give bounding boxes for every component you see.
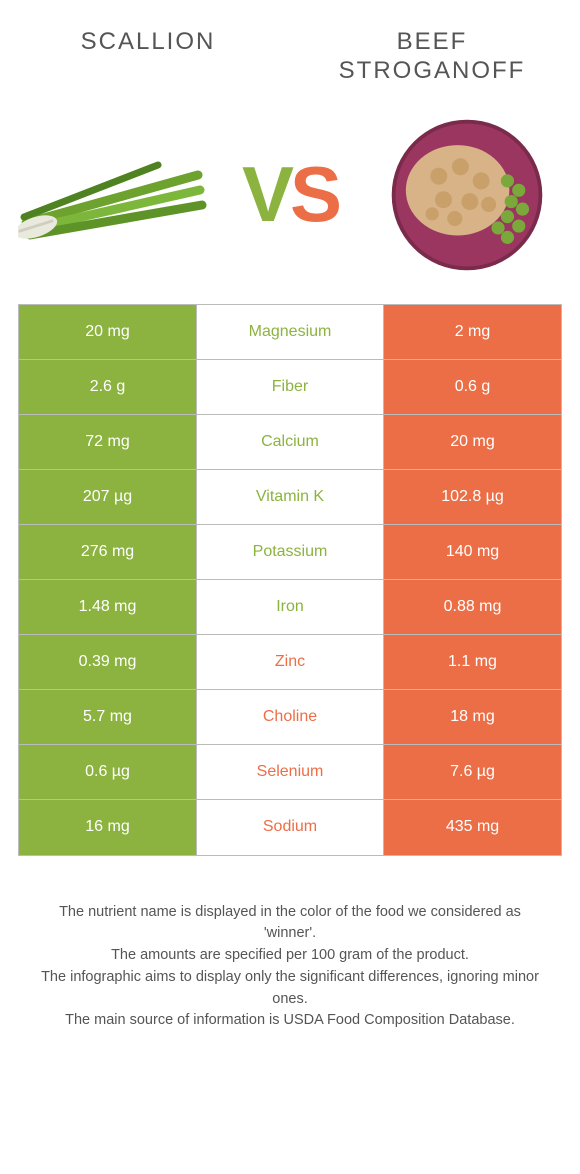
right-food-title: BEEFSTROGANOFF <box>302 28 562 86</box>
nutrient-row: 0.39 mgZinc1.1 mg <box>19 635 561 690</box>
right-value: 0.88 mg <box>383 580 561 634</box>
nutrient-row: 1.48 mgIron0.88 mg <box>19 580 561 635</box>
left-value: 5.7 mg <box>19 690 197 744</box>
right-value: 102.8 µg <box>383 470 561 524</box>
hero-row: VS <box>18 110 562 280</box>
stroganoff-image <box>372 115 562 275</box>
nutrient-name: Vitamin K <box>197 470 383 524</box>
footer-line: The amounts are specified per 100 gram o… <box>38 945 542 967</box>
left-food-title: SCALLION <box>18 28 278 57</box>
vs-v: V <box>242 150 290 238</box>
nutrient-name: Calcium <box>197 415 383 469</box>
nutrient-name: Selenium <box>197 745 383 799</box>
scallion-image <box>18 115 208 275</box>
left-value: 72 mg <box>19 415 197 469</box>
left-value: 0.6 µg <box>19 745 197 799</box>
nutrient-row: 72 mgCalcium20 mg <box>19 415 561 470</box>
footer-line: The infographic aims to display only the… <box>38 967 542 1011</box>
right-value: 7.6 µg <box>383 745 561 799</box>
nutrient-name: Sodium <box>197 800 383 855</box>
footer-line: The main source of information is USDA F… <box>38 1010 542 1032</box>
nutrient-row: 0.6 µgSelenium7.6 µg <box>19 745 561 800</box>
nutrient-name: Zinc <box>197 635 383 689</box>
nutrient-row: 20 mgMagnesium2 mg <box>19 305 561 360</box>
right-value: 140 mg <box>383 525 561 579</box>
right-value: 20 mg <box>383 415 561 469</box>
nutrient-row: 5.7 mgCholine18 mg <box>19 690 561 745</box>
nutrient-row: 207 µgVitamin K102.8 µg <box>19 470 561 525</box>
footer-notes: The nutrient name is displayed in the co… <box>18 902 562 1033</box>
right-value: 18 mg <box>383 690 561 744</box>
vs-s: S <box>290 150 338 238</box>
right-value: 435 mg <box>383 800 561 855</box>
left-value: 20 mg <box>19 305 197 359</box>
left-value: 2.6 g <box>19 360 197 414</box>
comparison-infographic: SCALLION BEEFSTROGANOFF VS <box>0 0 580 1062</box>
right-value: 1.1 mg <box>383 635 561 689</box>
nutrient-table: 20 mgMagnesium2 mg2.6 gFiber0.6 g72 mgCa… <box>18 304 562 856</box>
left-value: 1.48 mg <box>19 580 197 634</box>
left-value: 276 mg <box>19 525 197 579</box>
vs-label: VS <box>242 149 338 240</box>
nutrient-name: Magnesium <box>197 305 383 359</box>
nutrient-name: Fiber <box>197 360 383 414</box>
nutrient-row: 16 mgSodium435 mg <box>19 800 561 855</box>
right-value: 0.6 g <box>383 360 561 414</box>
nutrient-row: 2.6 gFiber0.6 g <box>19 360 561 415</box>
right-value: 2 mg <box>383 305 561 359</box>
footer-line: The nutrient name is displayed in the co… <box>38 902 542 946</box>
left-value: 0.39 mg <box>19 635 197 689</box>
nutrient-row: 276 mgPotassium140 mg <box>19 525 561 580</box>
nutrient-name: Iron <box>197 580 383 634</box>
nutrient-name: Choline <box>197 690 383 744</box>
left-value: 207 µg <box>19 470 197 524</box>
nutrient-name: Potassium <box>197 525 383 579</box>
left-value: 16 mg <box>19 800 197 855</box>
